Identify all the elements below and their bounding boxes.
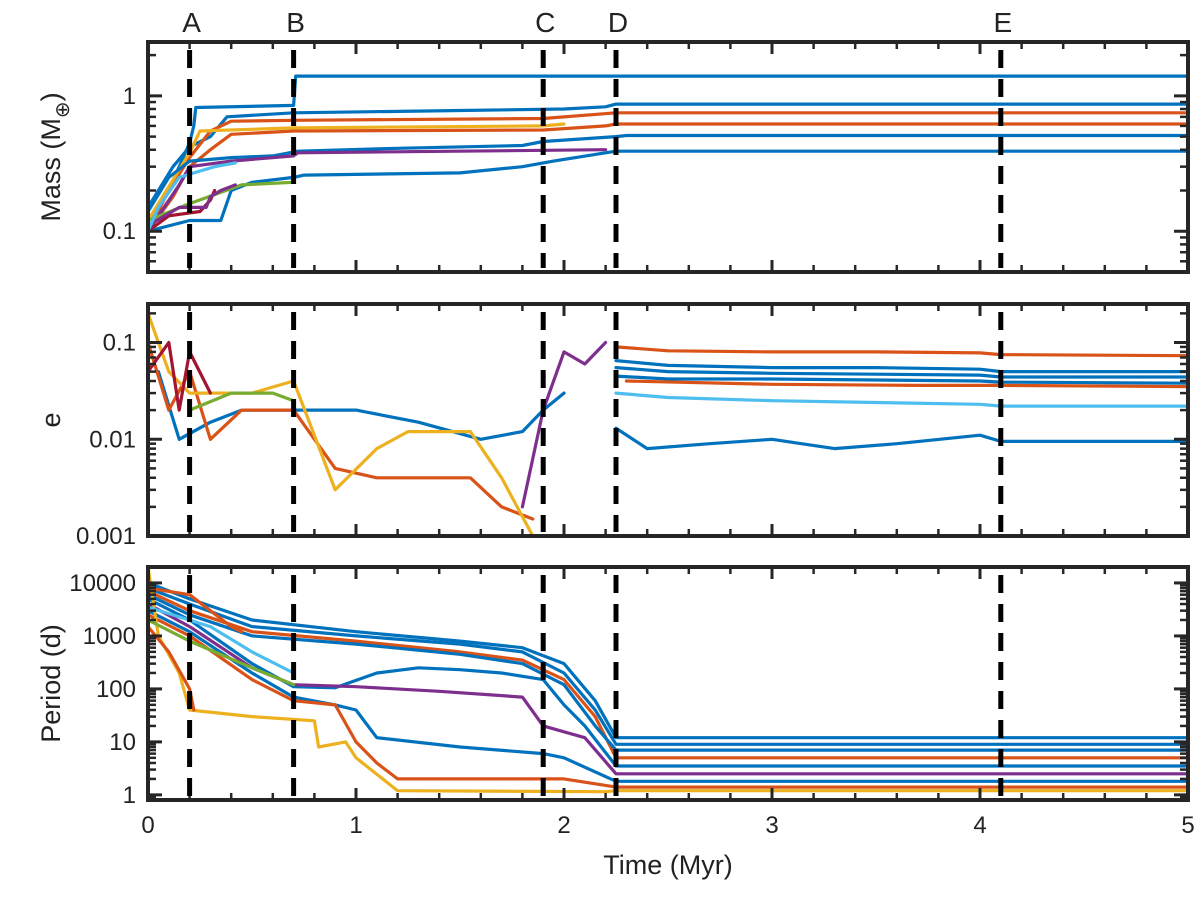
y-tick-label-mass: 0.1 <box>103 218 136 245</box>
series-layer <box>148 74 1188 794</box>
series-line-period-7 <box>148 609 1188 783</box>
y-tick-label-period: 1 <box>123 782 136 809</box>
event-label-E: E <box>993 7 1012 38</box>
y-axis-label-main-mass: Mass (M <box>36 118 66 222</box>
x-tick-label: 2 <box>557 812 570 839</box>
series-line-period-4 <box>148 593 1188 752</box>
series-line-period-5 <box>148 597 1188 768</box>
panel-series-period <box>148 567 1188 794</box>
y-axis-label-close-mass: ) <box>36 92 66 101</box>
series-line-period-12 <box>148 605 296 675</box>
y-tick-label-period: 1000 <box>83 623 136 650</box>
series-line-period-3 <box>148 589 1188 760</box>
series-line-planet-5 <box>148 122 566 223</box>
y-axis-label-mass: Mass (M⊕) <box>36 92 74 221</box>
series-line-period-11 <box>148 618 296 687</box>
series-line-planet-1 <box>148 74 1188 223</box>
event-label-B: B <box>286 7 305 38</box>
series-line-planet-12 <box>148 161 237 233</box>
series-line-ecc-5 <box>624 379 1188 389</box>
series-line-planet-4 <box>148 122 1188 233</box>
x-tick-label: 4 <box>973 812 986 839</box>
series-line-period-6 <box>148 602 1188 776</box>
y-tick-label-mass: 1 <box>123 83 136 110</box>
panel-frame-period <box>146 565 1190 802</box>
series-line-ecc-9 <box>148 340 535 521</box>
series-line-planet-7 <box>148 148 608 233</box>
panel-series-mass <box>148 74 1188 233</box>
panel-frame-ecc <box>146 302 1190 538</box>
series-line-period-8 <box>148 613 1188 789</box>
x-axis-label: Time (Myr) <box>603 850 732 880</box>
event-label-A: A <box>182 7 201 38</box>
series-line-ecc-13 <box>188 391 296 412</box>
events-layer <box>187 50 1004 796</box>
panel-frame-mass <box>146 40 1190 274</box>
x-tick-label: 0 <box>141 812 154 839</box>
series-line-ecc-12 <box>148 340 212 412</box>
event-label-D: D <box>608 7 628 38</box>
series-line-ecc-1 <box>614 345 1188 358</box>
y-axis-label-sub-mass: ⊕ <box>52 101 74 118</box>
y-tick-label-period: 100 <box>96 676 136 703</box>
x-tick-label: 1 <box>349 812 362 839</box>
series-line-planet-6 <box>148 133 1188 214</box>
y-axis-label-main-period: Period (d) <box>36 624 66 743</box>
series-line-ecc-6 <box>614 391 1188 408</box>
y-tick-label-ecc: 0.1 <box>103 330 136 357</box>
y-axis-label-period: Period (d) <box>36 624 66 743</box>
series-line-ecc-7 <box>614 426 1188 451</box>
y-axis-label-main-ecc: e <box>36 412 66 427</box>
series-line-planet-11 <box>148 183 237 228</box>
frames-layer <box>146 40 1190 802</box>
x-tick-label: 3 <box>765 812 778 839</box>
y-tick-label-ecc: 0.01 <box>89 426 136 453</box>
series-line-ecc-2 <box>614 359 1188 374</box>
panel-series-ecc <box>148 311 1188 536</box>
y-tick-label-period: 10 <box>109 729 136 756</box>
series-line-planet-3 <box>148 111 1188 233</box>
event-label-C: C <box>535 7 555 38</box>
series-line-ecc-11 <box>520 340 608 509</box>
series-line-period-2 <box>148 586 1188 746</box>
series-line-planet-8 <box>148 149 1188 233</box>
x-tick-label: 5 <box>1181 812 1194 839</box>
y-axis-label-ecc: e <box>36 412 66 427</box>
y-tick-label-ecc: 0.001 <box>76 523 136 550</box>
series-line-period-1 <box>148 581 1188 740</box>
y-tick-label-period: 10000 <box>69 570 136 597</box>
series-line-period-13 <box>148 586 244 634</box>
